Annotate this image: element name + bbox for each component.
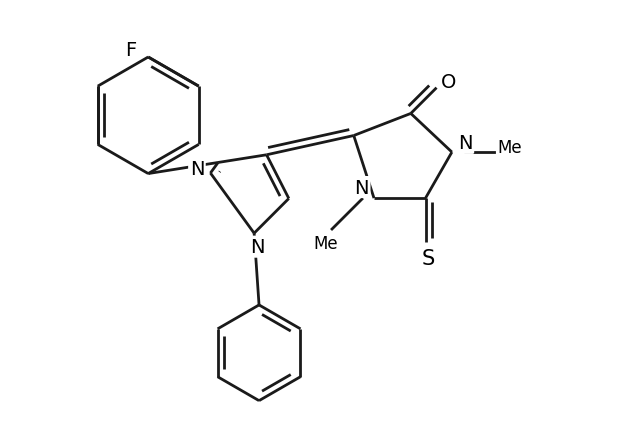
Text: Me: Me xyxy=(314,235,339,253)
Text: F: F xyxy=(125,41,137,60)
Text: N: N xyxy=(458,134,473,153)
Text: N: N xyxy=(355,178,369,197)
Text: Me: Me xyxy=(497,139,522,157)
Text: S: S xyxy=(422,248,435,268)
Text: O: O xyxy=(441,73,456,92)
Text: N: N xyxy=(250,237,264,256)
Text: N: N xyxy=(189,159,204,178)
